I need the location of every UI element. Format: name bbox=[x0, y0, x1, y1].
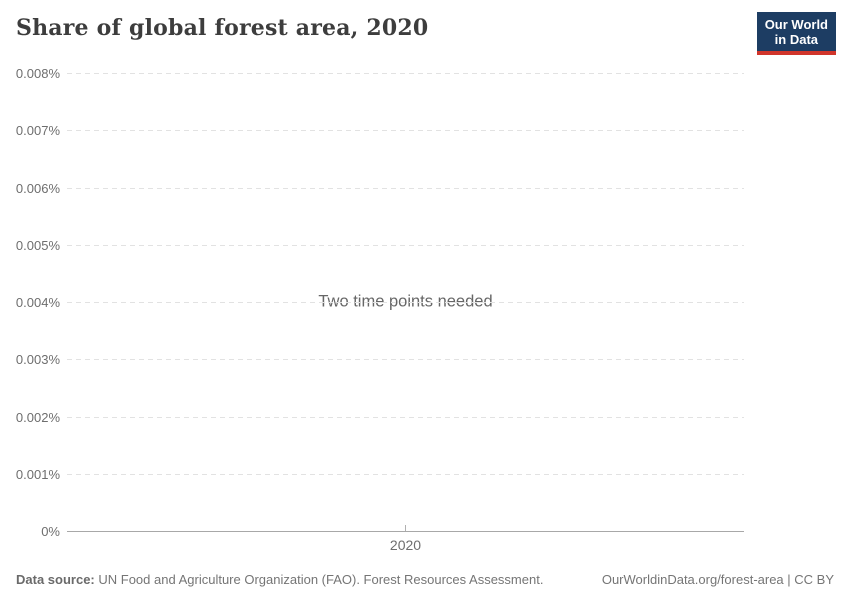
grid-row: 0.004% bbox=[0, 295, 850, 310]
gridline bbox=[67, 244, 744, 246]
gridline bbox=[67, 416, 744, 418]
grid-row: 0.006% bbox=[0, 181, 850, 196]
y-axis-tick-label: 0.007% bbox=[15, 123, 60, 139]
gridline bbox=[67, 359, 744, 361]
gridline bbox=[67, 130, 744, 132]
data-source-line: Data source: UN Food and Agriculture Org… bbox=[16, 572, 543, 587]
data-source-label: Data source: bbox=[16, 572, 95, 587]
y-axis-tick-label: 0.002% bbox=[15, 409, 60, 425]
y-axis-tick-label: 0.001% bbox=[15, 466, 60, 482]
owid-logo-line2: in Data bbox=[774, 32, 819, 47]
grid-row: 0.008% bbox=[0, 66, 850, 81]
gridline bbox=[67, 73, 744, 74]
gridline bbox=[67, 302, 744, 303]
y-axis-tick-label: 0.008% bbox=[15, 66, 60, 81]
chart-footer: Data source: UN Food and Agriculture Org… bbox=[16, 572, 834, 587]
y-axis-tick-label: 0.003% bbox=[15, 352, 60, 368]
grid-row: 0.007% bbox=[0, 123, 850, 138]
x-axis-tick-label: 2020 bbox=[389, 537, 422, 553]
x-axis-line bbox=[67, 531, 744, 532]
grid-row: 0% bbox=[0, 524, 850, 539]
y-axis-tick-label: 0% bbox=[41, 524, 60, 539]
data-source-value: UN Food and Agriculture Organization (FA… bbox=[98, 572, 544, 587]
owid-logo: Our World in Data bbox=[756, 12, 836, 55]
owid-logo-line1: Our World bbox=[764, 17, 828, 32]
gridline bbox=[67, 187, 744, 189]
y-axis-tick-label: 0.006% bbox=[15, 180, 60, 196]
gridline bbox=[67, 473, 744, 475]
page-title: Share of global forest area, 2020 bbox=[16, 15, 429, 41]
grid-row: 0.003% bbox=[0, 352, 850, 367]
y-axis-tick-label: 0.005% bbox=[15, 237, 60, 253]
attribution-link[interactable]: OurWorldinData.org/forest-area | CC BY bbox=[601, 572, 834, 587]
grid-row: 0.005% bbox=[0, 238, 850, 253]
grid-row: 0.001% bbox=[0, 467, 850, 482]
x-axis-tick-mark bbox=[405, 525, 406, 531]
y-axis-tick-label: 0.004% bbox=[15, 295, 60, 310]
grid-row: 0.002% bbox=[0, 410, 850, 425]
